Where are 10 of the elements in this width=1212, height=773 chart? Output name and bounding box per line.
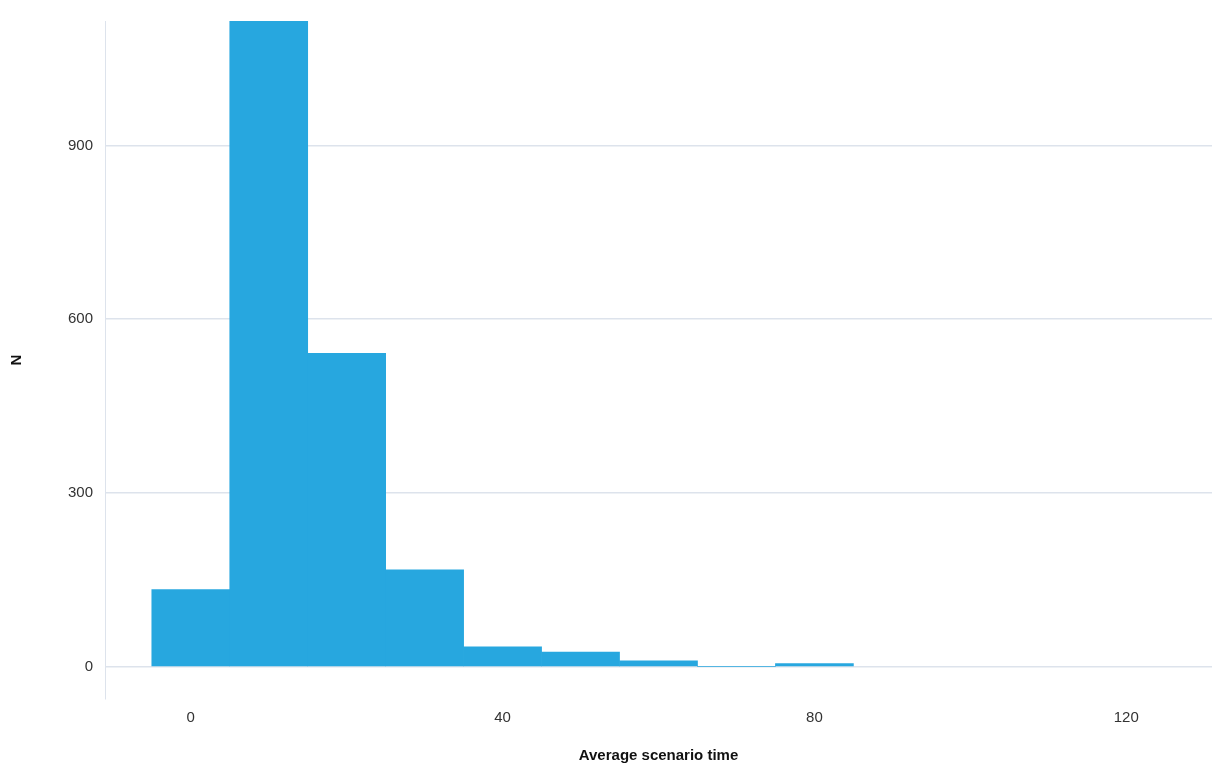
- y-tick-label: 300: [68, 483, 94, 501]
- y-tick-label: 600: [68, 309, 94, 327]
- x-tick-label: 120: [1113, 708, 1139, 726]
- y-tick-label: 0: [84, 656, 94, 674]
- x-axis-title: Average scenario time: [578, 746, 739, 764]
- y-axis-title: N: [7, 354, 25, 366]
- y-tick-label: 900: [68, 135, 94, 153]
- x-tick-label: 0: [186, 708, 195, 726]
- x-tick-label: 40: [494, 708, 511, 726]
- x-tick-label: 80: [806, 708, 823, 726]
